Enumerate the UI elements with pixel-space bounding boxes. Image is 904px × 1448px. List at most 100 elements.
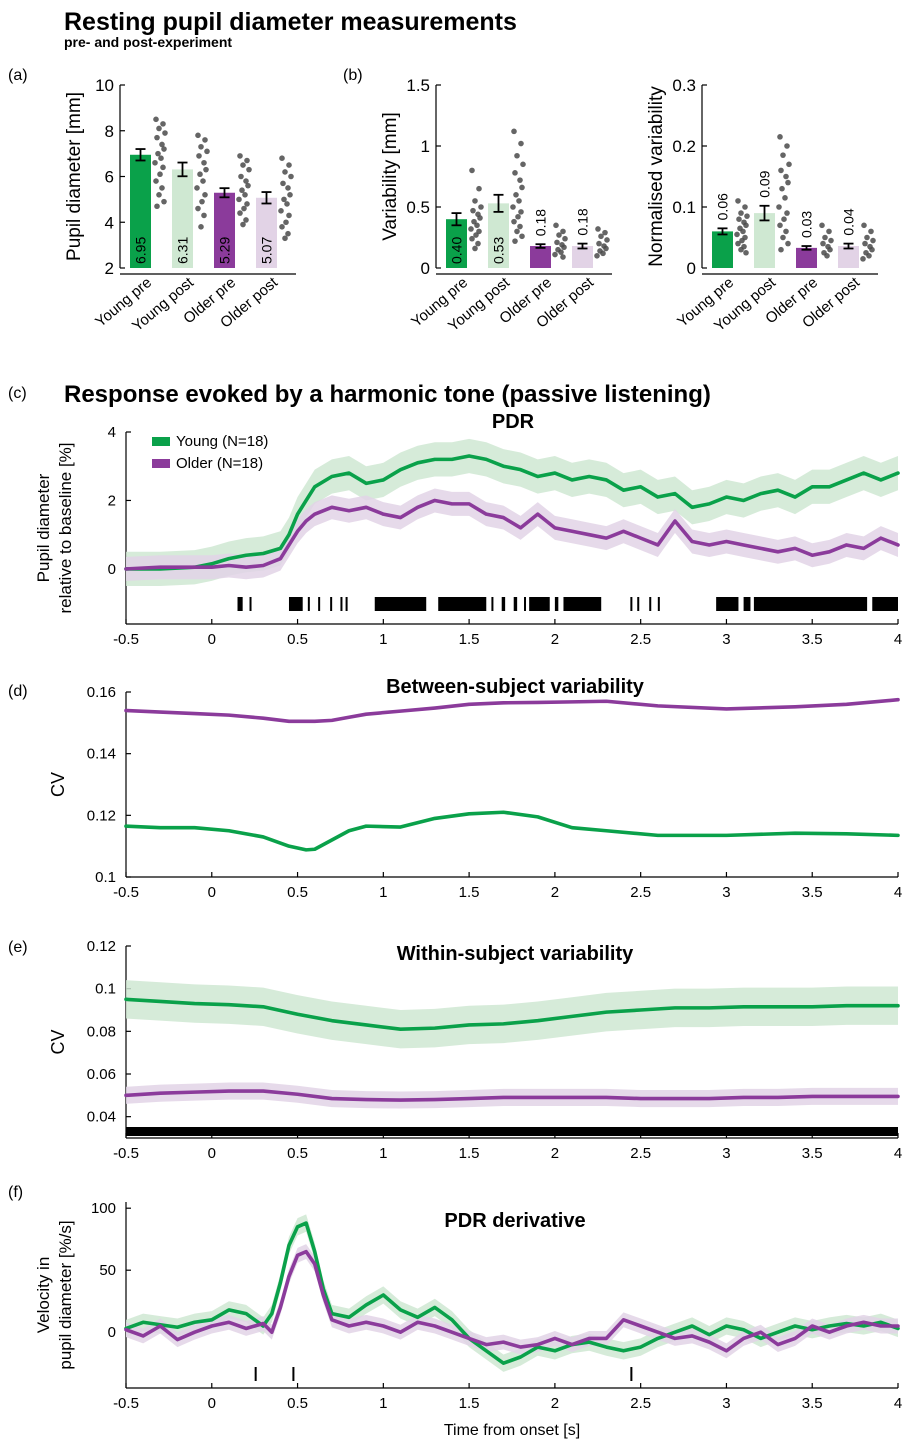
legend-swatch — [152, 437, 170, 446]
significance-mark — [438, 597, 487, 611]
series-line — [124, 498, 900, 571]
data-point — [240, 162, 246, 168]
x-tick-label: 1.5 — [459, 631, 480, 648]
x-tick-label: 2 — [551, 1395, 559, 1412]
data-point — [242, 192, 248, 198]
data-point — [783, 173, 789, 180]
bar-value-label: 0.09 — [757, 170, 773, 197]
series-line — [124, 1249, 900, 1353]
data-point — [777, 222, 783, 229]
y-tick-label: 0.14 — [87, 746, 116, 763]
significance-mark — [524, 597, 527, 611]
data-point — [781, 216, 787, 222]
x-axis-label: Time from onset [s] — [444, 1422, 580, 1439]
data-point — [477, 215, 483, 221]
x-tick-label: -0.5 — [113, 1145, 139, 1162]
data-point — [558, 249, 564, 255]
data-point — [204, 148, 210, 155]
data-point — [281, 196, 287, 203]
data-point — [782, 195, 788, 201]
bar-value-label: 0.18 — [533, 209, 549, 236]
bar-value-label: 5.07 — [259, 237, 275, 264]
y-tick-label: 10 — [95, 76, 114, 95]
data-point — [511, 128, 517, 135]
data-point — [476, 185, 482, 192]
data-point — [198, 224, 204, 230]
data-point — [595, 226, 601, 232]
significance-mark — [554, 597, 559, 611]
panel-d-title: Between-subject variability — [386, 676, 645, 698]
x-tick-label: -0.5 — [113, 1395, 139, 1412]
y-tick-label: 2 — [108, 492, 116, 509]
data-point — [280, 180, 286, 187]
significance-mark — [872, 597, 898, 611]
data-point — [742, 204, 748, 210]
panel-label-f: (f) — [8, 1184, 23, 1201]
x-tick-label: 3.5 — [802, 884, 823, 901]
data-point — [561, 244, 567, 251]
data-point — [513, 192, 519, 198]
significance-mark — [288, 597, 303, 611]
data-point — [243, 178, 249, 184]
data-point — [156, 125, 162, 132]
y-tick-label: 0.1 — [95, 869, 116, 886]
bar — [488, 203, 509, 268]
x-tick-label: 0.5 — [287, 1145, 308, 1162]
confidence-band — [126, 438, 898, 587]
data-point — [284, 201, 290, 207]
data-point — [279, 155, 285, 161]
bar — [796, 247, 817, 268]
y-tick-label: 0 — [108, 561, 116, 578]
x-tick-label: -0.5 — [113, 884, 139, 901]
y-axis-label: relative to baseline [%] — [56, 442, 75, 613]
line-chart-between-subject-variability: -0.5 0 0.5 1 1.5 2 2.5 3 3.5 4 0.1 0.12 0.14 0.16 CV — [48, 684, 902, 901]
panel-label-a: (a) — [8, 67, 28, 84]
x-tick-label: 0.5 — [287, 884, 308, 901]
data-point — [282, 169, 288, 175]
bar-value-label: 0.06 — [715, 193, 731, 220]
x-tick-label: 1 — [379, 884, 387, 901]
data-point — [237, 210, 243, 216]
data-point — [780, 234, 786, 241]
data-point — [519, 233, 525, 240]
data-point — [160, 121, 166, 127]
bar-value-label: 6.95 — [133, 237, 149, 264]
data-point — [198, 143, 204, 150]
data-point — [822, 234, 828, 241]
data-point — [518, 209, 524, 215]
y-tick-label: 0 — [108, 1324, 116, 1341]
legend-label: Older (N=18) — [176, 455, 263, 472]
x-tick-label: 3 — [722, 1145, 730, 1162]
x-tick-label: 3.5 — [802, 1395, 823, 1412]
series-line — [124, 697, 900, 724]
data-point — [743, 222, 749, 229]
bar-value-label: 0.18 — [575, 208, 591, 235]
data-point — [828, 237, 834, 244]
y-axis-label: CV — [48, 1029, 68, 1054]
y-tick-label: 0.12 — [87, 938, 116, 955]
data-point — [245, 182, 251, 189]
x-tick-label: 4 — [894, 631, 902, 648]
data-point — [861, 222, 867, 229]
significance-mark — [237, 597, 243, 611]
significance-mark — [630, 1367, 633, 1381]
data-point — [519, 184, 525, 191]
y-tick-label: 50 — [99, 1262, 116, 1279]
data-point — [603, 245, 609, 252]
significance-mark — [716, 597, 739, 611]
y-tick-label: 4 — [108, 424, 116, 441]
data-point — [594, 253, 600, 259]
data-point — [155, 150, 161, 157]
data-point — [286, 162, 292, 168]
data-point — [243, 217, 249, 223]
x-tick-label: 2.5 — [630, 1395, 651, 1412]
significance-mark — [630, 597, 633, 611]
data-point — [161, 146, 167, 152]
data-point — [739, 237, 745, 244]
data-point — [517, 223, 523, 230]
series-line — [124, 454, 900, 571]
data-point — [866, 253, 872, 259]
data-point — [469, 235, 475, 242]
